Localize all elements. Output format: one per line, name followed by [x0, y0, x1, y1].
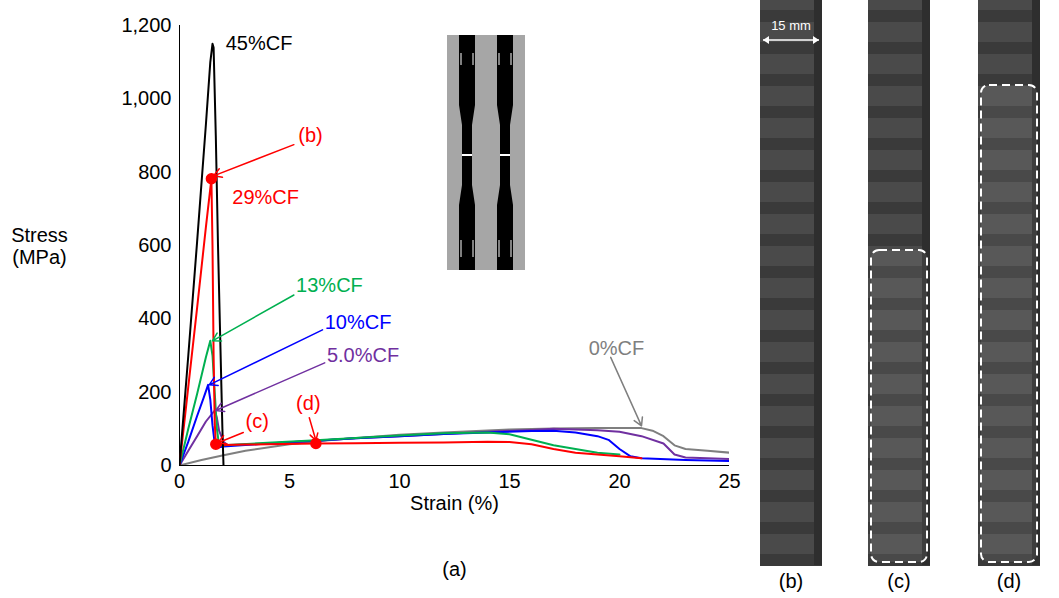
svg-text:15 mm: 15 mm — [771, 18, 811, 33]
svg-text:0: 0 — [174, 470, 185, 492]
svg-text:(b): (b) — [298, 124, 322, 146]
svg-text:600: 600 — [138, 234, 171, 256]
svg-text:1,000: 1,000 — [121, 87, 171, 109]
svg-text:13%CF: 13%CF — [296, 274, 363, 296]
svg-text:10: 10 — [388, 470, 410, 492]
svg-text:200: 200 — [138, 381, 171, 403]
svg-text:20: 20 — [608, 470, 630, 492]
svg-text:15: 15 — [498, 470, 520, 492]
svg-text:25: 25 — [718, 470, 740, 492]
svg-text:(c): (c) — [887, 570, 910, 592]
svg-text:(a): (a) — [442, 558, 466, 580]
svg-text:400: 400 — [138, 307, 171, 329]
svg-text:800: 800 — [138, 161, 171, 183]
svg-text:Stress(MPa): Stress(MPa) — [11, 224, 68, 268]
svg-text:5.0%CF: 5.0%CF — [327, 344, 399, 366]
svg-text:(b): (b) — [779, 570, 803, 592]
svg-text:0%CF: 0%CF — [589, 337, 645, 359]
svg-text:1,200: 1,200 — [121, 14, 171, 36]
svg-text:(d): (d) — [997, 570, 1021, 592]
svg-text:(d): (d) — [296, 392, 320, 414]
svg-text:29%CF: 29%CF — [232, 186, 299, 208]
svg-text:Strain (%): Strain (%) — [410, 492, 499, 514]
svg-text:10%CF: 10%CF — [325, 311, 392, 333]
svg-text:0: 0 — [160, 454, 171, 476]
svg-text:5: 5 — [284, 470, 295, 492]
svg-text:(c): (c) — [246, 410, 269, 432]
svg-text:45%CF: 45%CF — [226, 32, 293, 54]
